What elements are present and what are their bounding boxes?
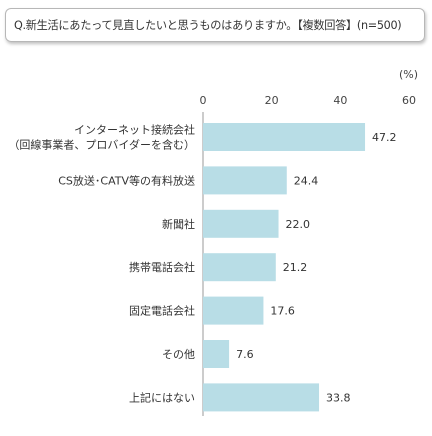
question-box: Q.新生活にあたって見直したいと思うものはありますか。【複数回答】(n=500): [5, 8, 425, 42]
x-tick-label: 0: [200, 94, 207, 107]
value-label: 17.6: [270, 305, 295, 318]
value-label: 33.8: [326, 391, 351, 404]
category-label: その他: [162, 348, 195, 361]
value-label: 21.2: [283, 261, 308, 274]
unit-label: (%): [399, 68, 418, 81]
category-label: 新聞社: [162, 217, 195, 231]
bar: [203, 123, 366, 151]
bar: [203, 253, 276, 282]
bar: [203, 166, 287, 195]
bar: [203, 209, 279, 238]
x-tick-label: 20: [265, 94, 279, 107]
category-label: CS放送･CATV等の有料放送: [58, 173, 195, 187]
category-label: 上記にはない: [129, 390, 195, 404]
bar: [203, 340, 230, 368]
category-label: （回線事業者、プロバイダーを含む）: [8, 138, 195, 152]
bars-group: 47.2 インターネット接続会社（回線事業者、プロバイダーを含む） 24.4 CS放送…: [8, 123, 397, 412]
question-text: Q.新生活にあたって見直したいと思うものはありますか。【複数回答】(n=500): [14, 19, 402, 32]
value-label: 7.6: [236, 348, 254, 361]
bar: [203, 383, 320, 412]
category-label: 携帯電話会社: [129, 260, 195, 274]
value-label: 47.2: [372, 131, 397, 144]
value-label: 22.0: [286, 218, 311, 231]
value-label: 24.4: [294, 174, 319, 187]
x-tick-label: 40: [333, 94, 347, 107]
bar: [203, 296, 264, 325]
category-label: 固定電話会社: [129, 304, 195, 318]
x-tick-label: 60: [402, 94, 416, 107]
category-label: インターネット接続会社: [74, 123, 195, 137]
